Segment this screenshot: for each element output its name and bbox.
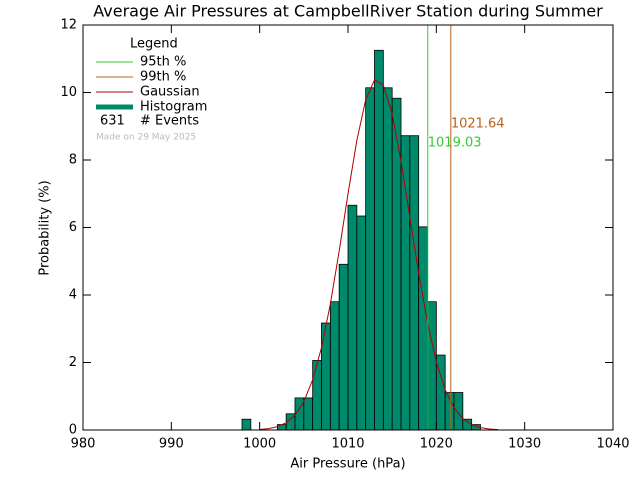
histogram-bar (356, 215, 367, 431)
histogram-bar (347, 204, 358, 431)
y-tick-label: 2 (69, 355, 77, 370)
histogram-bar (276, 424, 287, 431)
x-tick-label: 1020 (420, 437, 453, 452)
histogram-bar (329, 301, 340, 431)
x-axis-label: Air Pressure (hPa) (290, 457, 405, 472)
histogram-bar (409, 135, 420, 431)
legend-label: 99th % (140, 70, 186, 85)
x-tick-label: 980 (71, 437, 96, 452)
y-tick-label: 0 (69, 423, 77, 438)
percentile-label: 1021.64 (451, 117, 505, 132)
histogram-bar (462, 418, 473, 431)
histogram-bar (453, 392, 464, 431)
histogram-bar (365, 87, 375, 431)
histogram-bar (391, 97, 402, 431)
legend-label: Gaussian (140, 85, 200, 100)
chart-title: Average Air Pressures at CampbellRiver S… (93, 2, 603, 21)
made-on: Made on 29 May 2025 (96, 133, 196, 143)
events-count: 631 (100, 114, 125, 129)
histogram-bar (418, 226, 428, 431)
x-tick-label: 1010 (331, 437, 364, 452)
histogram-bar (400, 135, 411, 431)
legend-title: Legend (130, 37, 178, 52)
x-tick-label: 990 (159, 437, 184, 452)
histogram-bar (382, 87, 393, 431)
y-tick-label: 4 (69, 288, 77, 303)
legend-label: 95th % (140, 55, 186, 70)
y-tick-label: 6 (69, 220, 77, 235)
histogram-bar (241, 418, 252, 431)
histogram-bar (312, 360, 322, 431)
legend-label: Histogram (140, 100, 207, 115)
x-tick-label: 1040 (596, 437, 629, 452)
x-tick-label: 1000 (243, 437, 276, 452)
gaussian-curve (259, 79, 499, 431)
percentile-label: 1019.03 (428, 136, 482, 151)
y-tick-label: 12 (60, 18, 77, 33)
histogram-bar (338, 263, 349, 431)
histogram-bar (374, 49, 384, 431)
x-tick-label: 1030 (508, 437, 541, 452)
y-axis-label: Probability (%) (38, 180, 53, 275)
y-tick-label: 10 (60, 85, 77, 100)
histogram-bar (303, 397, 314, 431)
events-label: # Events (140, 114, 199, 129)
histogram-bar (427, 301, 437, 431)
y-tick-label: 8 (69, 153, 77, 168)
